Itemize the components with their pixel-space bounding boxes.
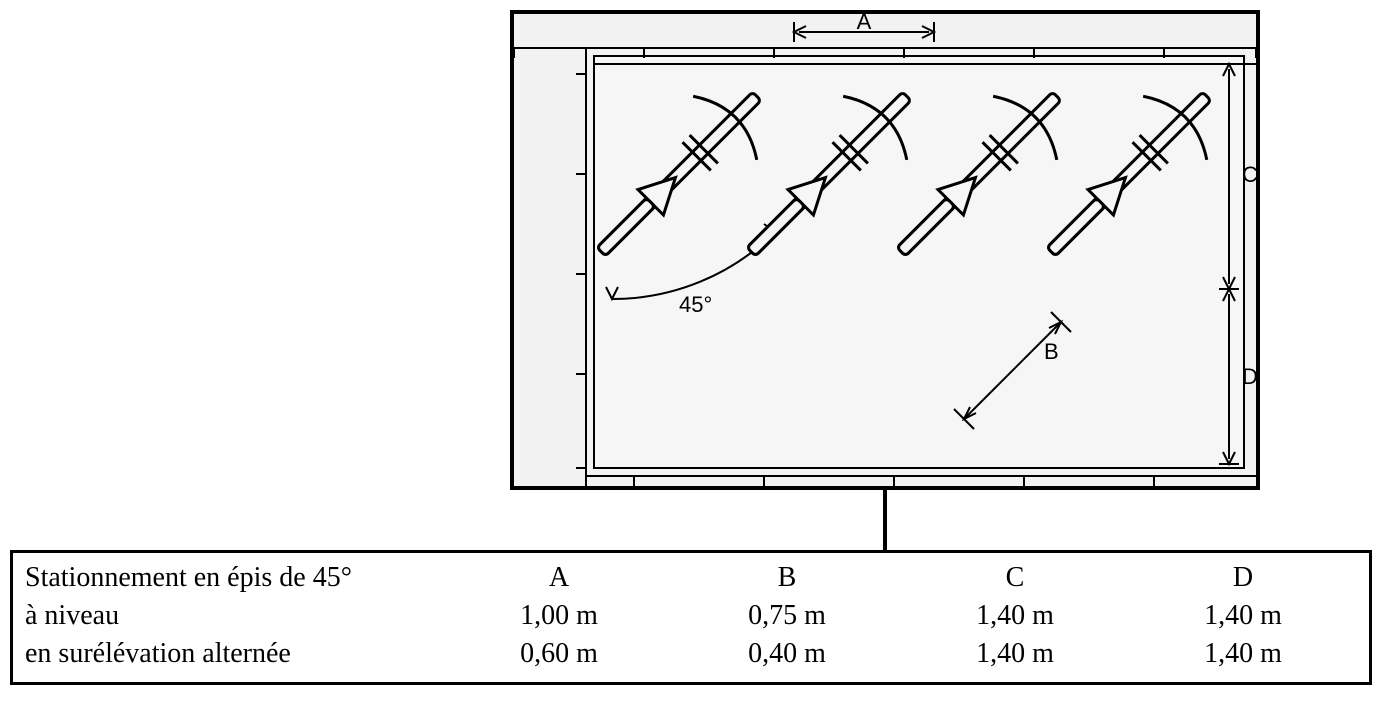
- angle-label: 45°: [679, 292, 712, 317]
- col-D: D: [1129, 559, 1357, 597]
- dim-C-label: C: [1242, 162, 1256, 187]
- row2-label: en surélévation alternée: [25, 635, 445, 673]
- dim-B-label: B: [1044, 339, 1059, 364]
- row1-B: 0,75 m: [673, 597, 901, 635]
- dimensions-table: Stationnement en épis de 45° A B C D à n…: [10, 550, 1372, 685]
- row2-C: 1,40 m: [901, 635, 1129, 673]
- row2-A: 0,60 m: [445, 635, 673, 673]
- diagram-container: A C D: [510, 10, 1260, 490]
- row1-label: à niveau: [25, 597, 445, 635]
- dim-A-label: A: [857, 14, 872, 34]
- table-title: Stationnement en épis de 45°: [25, 559, 445, 597]
- row1-C: 1,40 m: [901, 597, 1129, 635]
- col-C: C: [901, 559, 1129, 597]
- col-B: B: [673, 559, 901, 597]
- row2-B: 0,40 m: [673, 635, 901, 673]
- connector-line: [883, 490, 887, 550]
- wall-hatch-bottom: [634, 476, 1154, 486]
- row1-D: 1,40 m: [1129, 597, 1357, 635]
- col-A: A: [445, 559, 673, 597]
- dim-D-label: D: [1242, 364, 1256, 389]
- row2-D: 1,40 m: [1129, 635, 1357, 673]
- row1-A: 1,00 m: [445, 597, 673, 635]
- bike-parking-diagram: A C D: [514, 14, 1256, 486]
- wall-hatch-left: [576, 74, 586, 468]
